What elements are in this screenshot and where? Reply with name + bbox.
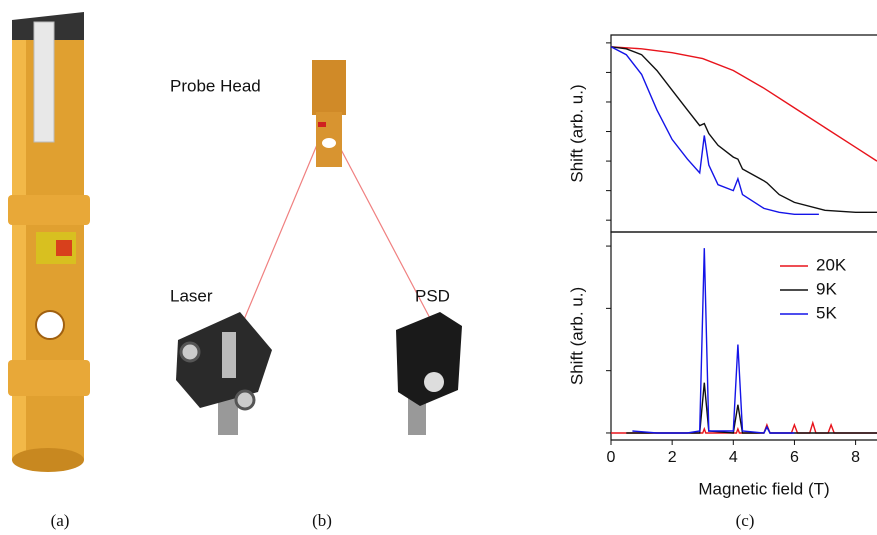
x-tick-label: 6 [790, 449, 799, 466]
y-axis-label: Shift (arb. u.) [567, 84, 586, 182]
probe-head-drawing [176, 60, 462, 435]
x-tick-label: 8 [851, 449, 860, 466]
axis-frame [610, 231, 877, 441]
y-axis-label: Shift (arb. u.) [567, 287, 586, 385]
probe-drawing [8, 12, 90, 472]
psd-label: PSD [415, 286, 450, 305]
panel-label: (a) [51, 511, 70, 530]
x-axis-label: Magnetic field (T) [698, 479, 829, 498]
data-line [626, 382, 877, 434]
legend-label: 9K [816, 279, 837, 298]
x-tick-label: 4 [729, 449, 738, 466]
x-tick-label: 2 [668, 449, 677, 466]
x-tick-label: 0 [607, 449, 616, 466]
data-line [610, 46, 877, 213]
legend-label: 20K [816, 255, 847, 274]
data-line [610, 46, 877, 162]
panel-label: (c) [736, 511, 755, 530]
laser-label: Laser [170, 286, 213, 305]
legend-label: 5K [816, 303, 837, 322]
data-line [632, 248, 795, 434]
probe-head-label: Probe Head [170, 76, 261, 95]
panel-label: (b) [312, 511, 332, 530]
data-line [610, 46, 819, 215]
